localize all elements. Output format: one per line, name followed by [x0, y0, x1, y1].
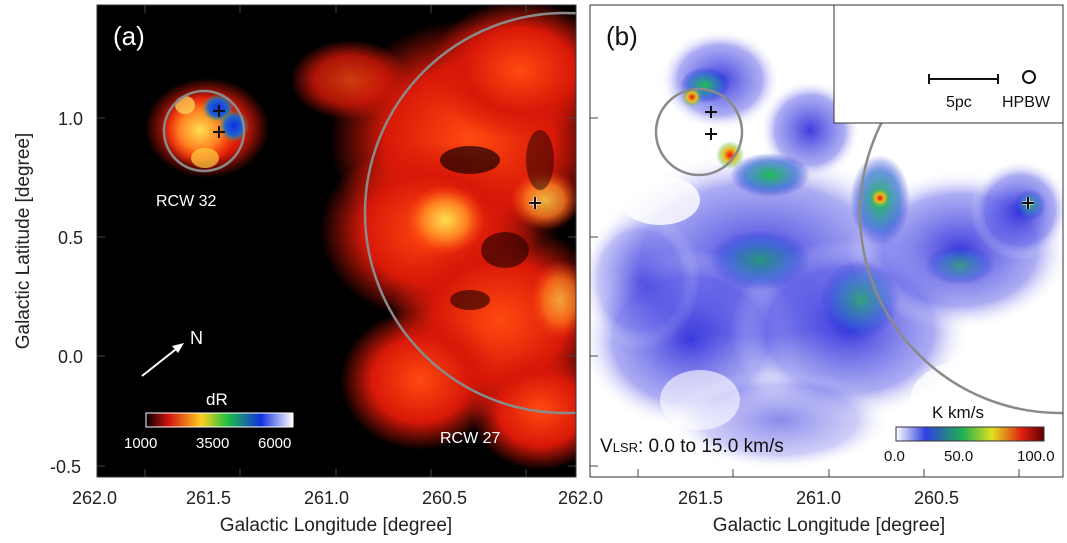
north-arrow: N	[141, 328, 203, 377]
rcw32-label: RCW 32	[156, 193, 217, 210]
x-tick-a: 260.5	[422, 488, 467, 508]
rcw32-circle-b	[654, 87, 744, 177]
beam-circle	[1022, 70, 1036, 84]
colorbar-a-tick: 3500	[196, 435, 229, 452]
x-tick-b: 261.0	[796, 488, 841, 508]
colorbar-b-gradient	[895, 426, 1045, 442]
colorbar-b-tick: 0.0	[884, 448, 905, 465]
colorbar-a-tick: 6000	[258, 435, 291, 452]
panel-a-label: (a)	[113, 21, 145, 51]
panel-b: 5pc HPBW (b) VLSR: 0.0 to 15.0 km/s K km…	[589, 4, 1064, 478]
scale-bar-label: 5pc	[946, 94, 972, 111]
north-label: N	[190, 328, 203, 348]
y-tick: 0.5	[58, 228, 83, 248]
x-tick-b: 260.5	[914, 488, 959, 508]
star-marker	[1022, 197, 1034, 209]
x-tick-b: 262.0	[558, 488, 603, 508]
colorbar-b-tick: 100.0	[1017, 448, 1055, 465]
y-tick: -0.5	[50, 457, 81, 477]
rcw32-circle	[162, 89, 246, 173]
star-markers-a	[213, 105, 541, 209]
x-tick-a: 261.5	[186, 488, 231, 508]
rcw27-label: RCW 27	[440, 430, 501, 447]
velocity-range-label: VLSR: 0.0 to 15.0 km/s	[600, 436, 784, 457]
y-axis-title: Galactic Latitude [degree]	[13, 133, 34, 350]
panel-b-label: (b)	[606, 21, 638, 51]
rcw27-circle	[363, 11, 576, 415]
star-markers-b	[705, 106, 1034, 209]
beam-label: HPBW	[1002, 94, 1051, 111]
panel-b-frame	[589, 4, 1064, 478]
axes: 262.0 261.5 261.0 260.5 262.0 261.5 261.…	[13, 5, 1020, 536]
x-tick-b: 261.5	[678, 488, 723, 508]
panel-a: (a) RCW 32 RCW 27 N dR 1000 3500 6000	[96, 4, 577, 478]
star-marker	[705, 106, 717, 118]
colorbar-a-gradient	[145, 412, 294, 428]
colorbar-a-title: dR	[206, 390, 228, 409]
colorbar-b-title: K km/s	[932, 403, 984, 422]
scale-inset: 5pc HPBW	[833, 4, 1064, 124]
y-tick: 0.0	[58, 347, 83, 367]
panel-b-image	[590, 30, 1063, 470]
x-tick-a: 262.0	[72, 488, 117, 508]
x-axis-title-b: Galactic Longitude [degree]	[713, 515, 945, 536]
star-marker	[213, 105, 225, 117]
x-axis-title-a: Galactic Longitude [degree]	[220, 515, 452, 536]
star-marker	[213, 126, 225, 138]
colorbar-a-tick: 1000	[124, 435, 157, 452]
y-tick: 1.0	[58, 109, 83, 129]
colorbar-b: K km/s 0.0 50.0 100.0	[884, 403, 1055, 465]
colorbar-a: dR 1000 3500 6000	[124, 390, 294, 452]
colorbar-b-tick: 50.0	[944, 448, 973, 465]
x-tick-a: 261.0	[304, 488, 349, 508]
star-marker	[705, 128, 717, 140]
star-marker	[529, 197, 541, 209]
